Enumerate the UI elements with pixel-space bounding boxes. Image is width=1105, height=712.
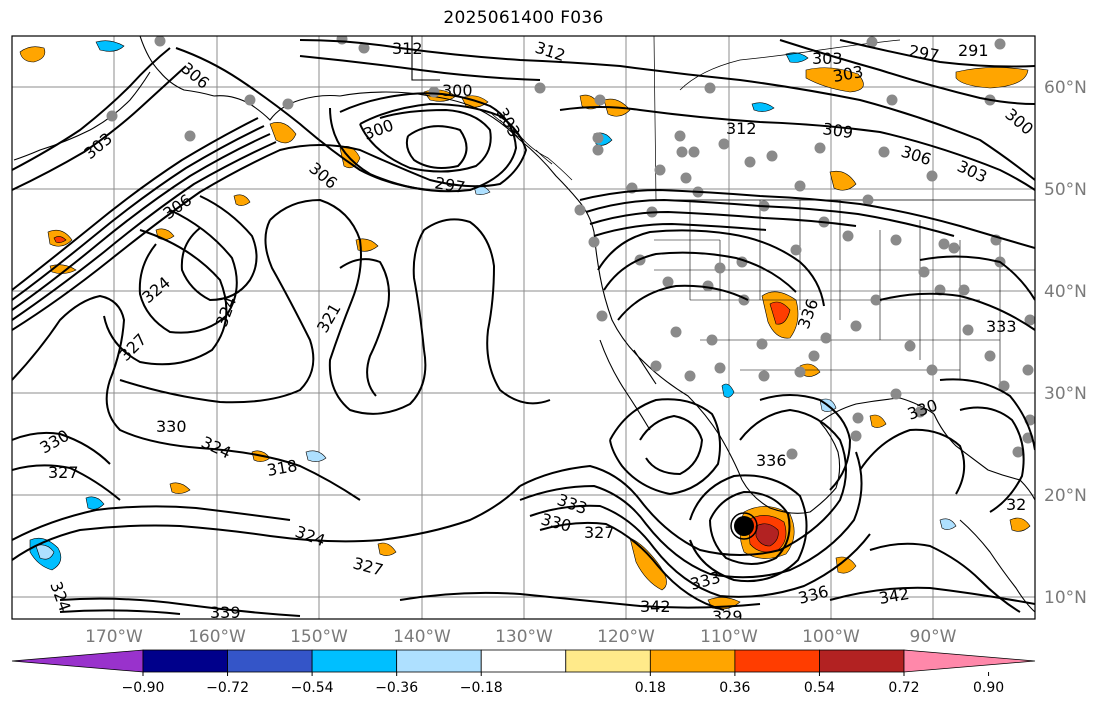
- lat-label: 10°N: [1044, 588, 1087, 608]
- map-border: [11, 35, 1036, 620]
- contour-label: 327: [48, 463, 79, 482]
- colorbar-segment: [396, 649, 482, 673]
- contour-label: 329: [712, 607, 743, 626]
- colorbar-segment: [819, 649, 905, 673]
- colorbar-segment: [227, 649, 313, 673]
- colorbar-tick-label: 0.72: [888, 680, 919, 696]
- colorbar-tick-label: 0.36: [719, 680, 750, 696]
- lon-label: 110°W: [700, 627, 758, 647]
- colorbar: [11, 649, 1036, 673]
- storm-center-marker: [730, 512, 758, 540]
- colorbar-tick-label: 0.90: [973, 680, 1004, 696]
- shaded-fields: [19, 40, 1031, 610]
- lat-label: 60°N: [1044, 78, 1087, 98]
- contour-label: 32: [1006, 495, 1026, 514]
- lat-label: 50°N: [1044, 180, 1087, 200]
- contour-label: 330: [156, 417, 187, 436]
- colorbar-segment: [480, 649, 567, 673]
- contour-label: 327: [584, 523, 615, 542]
- colorbar-tick-label: 0.18: [635, 680, 666, 696]
- contour-label: 291: [958, 41, 989, 60]
- colorbar-tick-label: −0.90: [122, 680, 165, 696]
- colorbar-segment: [649, 649, 736, 673]
- station-markers: [106, 36, 1035, 460]
- lon-label: 160°W: [188, 627, 246, 647]
- contour-label: 336: [756, 451, 787, 470]
- contour-label: 339: [210, 603, 241, 622]
- colorbar-segment: [142, 649, 228, 673]
- lat-label: 20°N: [1044, 486, 1087, 506]
- lon-label: 150°W: [290, 627, 348, 647]
- contour-label: 312: [392, 39, 423, 58]
- lon-label: 100°W: [802, 627, 860, 647]
- contour-lines: [12, 39, 1035, 617]
- graticule: [12, 36, 1035, 619]
- contour-label: 300: [442, 81, 473, 100]
- contour-label: 303: [812, 49, 843, 68]
- contour-label: 312: [726, 119, 757, 138]
- colorbar-ticks: −0.90 −0.72 −0.54 −0.36 −0.18 0.18 0.36 0.54 0.7…: [122, 672, 1004, 696]
- contour-label: 309: [821, 119, 854, 142]
- lat-label: 30°N: [1044, 384, 1087, 404]
- colorbar-segment: [311, 649, 398, 673]
- colorbar-tick-label: −0.18: [460, 680, 503, 696]
- colorbar-tick-label: −0.54: [291, 680, 334, 696]
- colorbar-tick-label: −0.36: [375, 680, 418, 696]
- colorbar-extend-max: [903, 649, 1036, 673]
- colorbar-tick-label: 0.54: [804, 680, 835, 696]
- latitude-labels: 60°N 50°N 40°N 30°N 20°N 10°N: [1044, 78, 1087, 608]
- colorbar-extend-min: [11, 649, 144, 673]
- longitude-labels: 170°W 160°W 150°W 140°W 130°W 120°W 110°…: [85, 627, 957, 647]
- lon-label: 140°W: [393, 627, 451, 647]
- map-title: 2025061400 F036: [443, 8, 604, 28]
- lon-label: 90°W: [910, 627, 957, 647]
- lon-label: 120°W: [597, 627, 655, 647]
- contour-label: 342: [640, 597, 671, 616]
- lat-label: 40°N: [1044, 282, 1087, 302]
- colorbar-segment: [734, 649, 820, 673]
- colorbar-segment: [565, 649, 651, 673]
- contour-label: 333: [986, 317, 1017, 336]
- lon-label: 130°W: [495, 627, 553, 647]
- lon-label: 170°W: [85, 627, 143, 647]
- colorbar-tick-label: −0.72: [206, 680, 249, 696]
